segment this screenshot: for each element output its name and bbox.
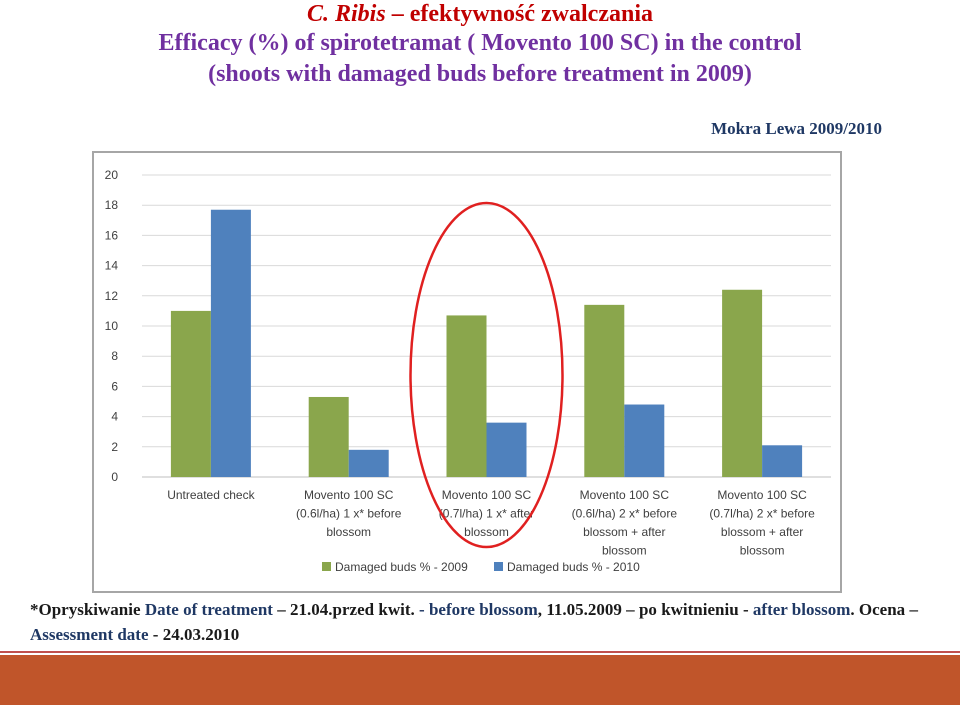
category-label: blossom <box>602 544 647 558</box>
footnote-assessment-value: - 24.03.2010 <box>148 625 240 644</box>
category-label: (0.6l/ha) 2 x* before <box>572 507 678 521</box>
bar-chart: 0 2 4 6 8 10 12 14 16 18 20 Untreated check Movento … <box>105 168 831 574</box>
legend-label: Damaged buds % - 2009 <box>335 560 468 574</box>
category-label: blossom <box>326 525 371 539</box>
bar-2009 <box>308 396 349 477</box>
title-polish: – efektywność zwalczania <box>385 1 653 27</box>
legend-swatch-2010 <box>494 562 503 571</box>
location-label: Mokra Lewa 2009/2010 <box>711 119 882 138</box>
legend-label: Damaged buds % - 2010 <box>507 560 640 574</box>
bar-2009 <box>584 304 625 477</box>
category-label: blossom + after <box>721 525 803 539</box>
y-tick-label: 16 <box>105 228 119 242</box>
y-tick-label: 0 <box>111 470 118 484</box>
y-tick-label: 6 <box>111 379 118 393</box>
bar-2010 <box>624 404 665 477</box>
footnote-pl-spraying: *Opryskiwanie <box>30 600 145 619</box>
category-label: Movento 100 SC <box>717 488 807 502</box>
bar-2010 <box>762 445 803 477</box>
bar-2009 <box>170 310 211 477</box>
y-tick-label: 10 <box>105 319 119 333</box>
title-line-3: (shoots with damaged buds before treatme… <box>208 61 752 87</box>
bottom-rule <box>0 651 960 653</box>
bar-2010 <box>210 209 251 478</box>
bar-2010 <box>348 449 389 477</box>
bar-2009 <box>446 315 487 477</box>
y-tick-label: 14 <box>105 259 119 273</box>
category-label: (0.6l/ha) 1 x* before <box>296 507 402 521</box>
title-block: C. Ribis – efektywność zwalczania Effica… <box>0 0 960 90</box>
chart-frame: 0 2 4 6 8 10 12 14 16 18 20 Untreated check Movento … <box>92 151 842 593</box>
footnote-pl-assessment: . Ocena – <box>850 600 918 619</box>
category-label: blossom + after <box>583 525 665 539</box>
y-tick-label: 20 <box>105 168 119 182</box>
title-species: C. Ribis <box>307 1 386 27</box>
legend-swatch-2009 <box>322 562 331 571</box>
y-tick-label: 4 <box>111 410 118 424</box>
category-label: (0.7l/ha) 1 x* after <box>439 507 534 521</box>
bottom-band <box>0 655 960 705</box>
y-tick-label: 12 <box>105 289 119 303</box>
category-label: (0.7l/ha) 2 x* before <box>709 507 815 521</box>
bar-2009 <box>722 289 763 477</box>
footnote-pl-after: , 11.05.2009 – po kwitnieniu - <box>537 600 753 619</box>
title-line-2: Efficacy (%) of spirotetramat ( Movento … <box>158 30 802 56</box>
highlight-ellipse <box>409 201 564 549</box>
footnote-assessment-date: Assessment date <box>30 625 149 644</box>
footnote-before-blossom: - before blossom <box>419 600 538 619</box>
bar-2010 <box>486 422 527 477</box>
category-label: Untreated check <box>167 488 255 502</box>
y-tick-label: 2 <box>111 440 118 454</box>
footnote-after-blossom: after blossom <box>752 600 851 619</box>
title-line-1: C. Ribis – efektywność zwalczania <box>0 0 960 28</box>
footnote-pl-before: – 21.04.przed kwit. <box>272 600 420 619</box>
category-label: blossom <box>464 525 509 539</box>
category-label: blossom <box>740 544 785 558</box>
category-label: Movento 100 SC <box>580 488 670 502</box>
category-label: Movento 100 SC <box>304 488 394 502</box>
footnote-date-of-treatment: Date of treatment <box>144 600 273 619</box>
y-tick-label: 8 <box>111 349 118 363</box>
y-tick-label: 18 <box>105 198 119 212</box>
category-label: Movento 100 SC <box>442 488 532 502</box>
footnote: *Opryskiwanie Date of treatment – 21.04.… <box>30 597 918 647</box>
